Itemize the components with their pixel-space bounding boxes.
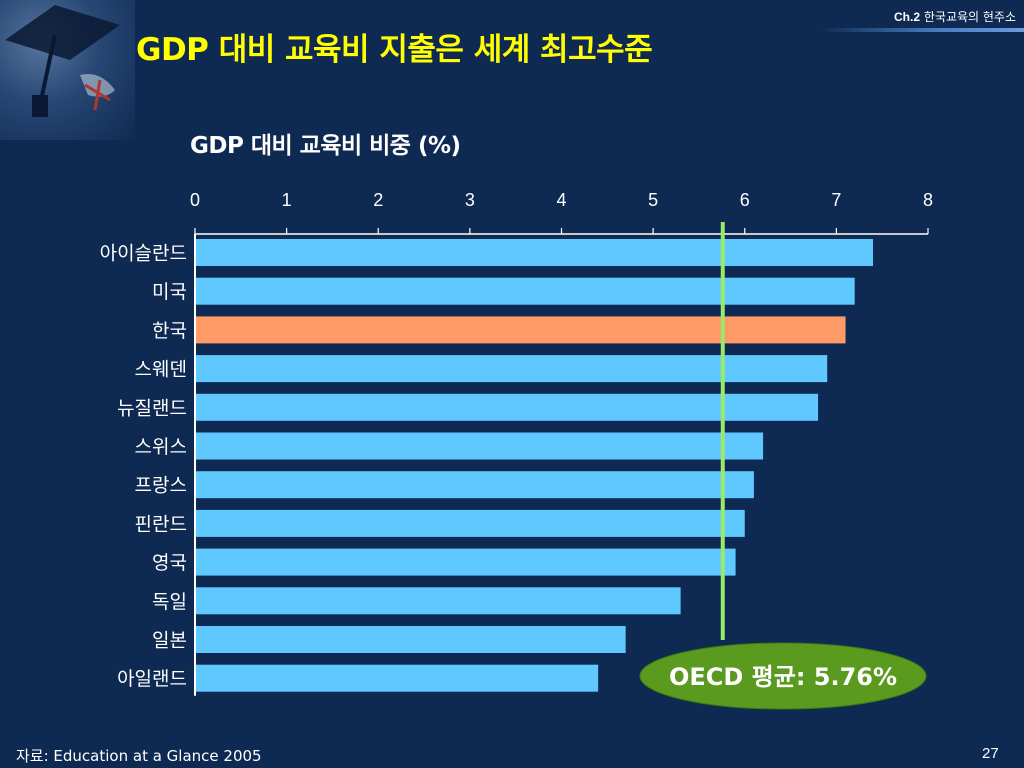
oecd-average-badge [639,642,927,710]
graduation-cap-icon [5,5,120,117]
x-tick-label: 2 [373,190,383,210]
chart-title: GDP 대비 교육비 비중 (%) [190,133,461,159]
bar [196,239,874,266]
category-label: 아일랜드 [117,668,187,690]
category-label: 아이슬란드 [100,243,187,265]
source-note: 자료: Education at a Glance 2005 [16,745,262,766]
x-tick-label: 0 [190,190,200,210]
bar [196,432,764,460]
bar [196,393,819,421]
source-label: 자료 [16,747,44,765]
category-label: 미국 [152,281,187,303]
oecd-average: OECD 평균: 5.76% [639,222,927,710]
x-tick-label: 1 [282,190,292,210]
chapter-number: Ch.2 [894,10,921,24]
oecd-average-label: OECD 평균: 5.76% [669,663,897,691]
category-label: 한국 [152,320,187,342]
x-tick-label: 5 [648,190,658,210]
header-rule [820,28,1024,32]
bar [196,509,745,537]
bar [196,277,855,305]
source-text: : Education at a Glance 2005 [43,747,262,765]
category-label: 일본 [152,630,187,652]
graduation-cap-image [0,0,135,140]
x-tick-label: 6 [740,190,750,210]
x-tick-label: 7 [831,190,841,210]
slide-title: GDP 대비 교육비 지출은 세계 최고수준 [136,32,653,68]
bar [196,471,754,499]
bar-highlight [196,316,846,344]
page-number: 27 [982,745,999,762]
x-tick-label: 4 [556,190,566,210]
category-label: 독일 [152,591,187,613]
bars [196,239,874,692]
category-label: 영국 [152,552,187,574]
x-tick-label: 8 [923,190,933,210]
category-label: 스웨덴 [135,359,187,381]
bar [196,664,599,692]
chapter-label: Ch.2 한국교육의 현주소 [894,8,1016,25]
bar [196,548,736,576]
category-label: 핀란드 [135,513,187,535]
x-tick-label: 3 [465,190,475,210]
category-label: 프랑스 [135,475,187,497]
x-axis: 0 1 2 3 4 5 6 7 8 [190,190,933,696]
bar [196,587,681,615]
bar [196,626,626,653]
chapter-title: 한국교육의 현주소 [923,10,1016,24]
bar [196,355,828,383]
category-label: 뉴질랜드 [117,397,187,419]
category-label: 스위스 [135,436,187,458]
